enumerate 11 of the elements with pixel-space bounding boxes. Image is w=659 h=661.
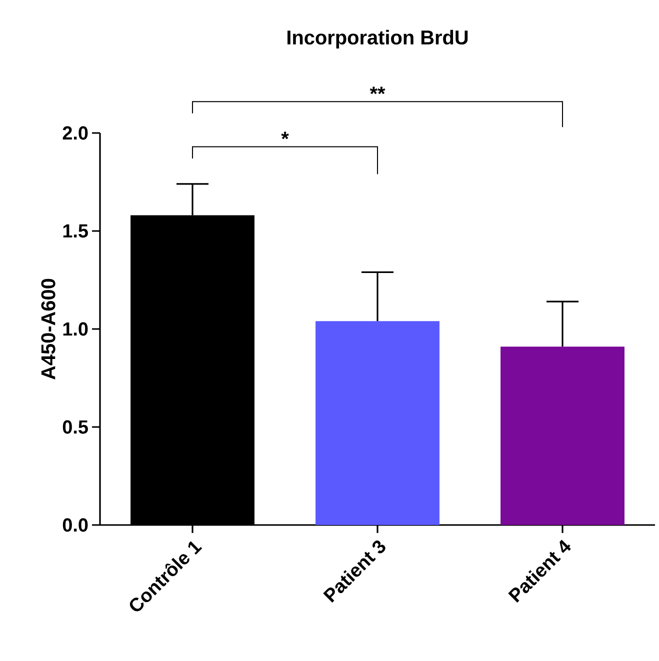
y-tick-label: 0.0	[62, 518, 88, 532]
y-tick-label: 2.0	[62, 126, 88, 140]
annotation: *	[281, 132, 289, 140]
y-axis-title: A450-A600	[41, 278, 56, 380]
text: **	[370, 86, 386, 94]
chart-title: Incorporation BrdU	[288, 30, 468, 48]
bar	[500, 346, 624, 525]
y-tick-label: 1.0	[63, 322, 88, 336]
bar	[316, 321, 440, 525]
y-tick-label: 0.5	[62, 420, 88, 434]
y-tick-label: 1.5	[63, 224, 88, 238]
